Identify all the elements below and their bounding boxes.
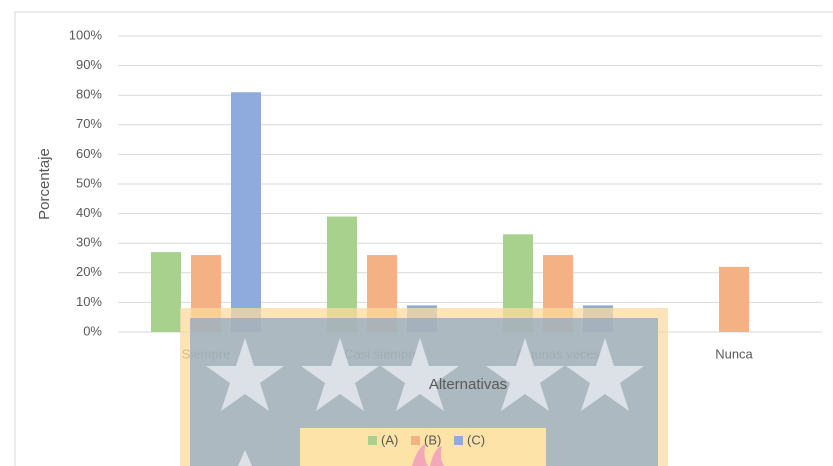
overlay-flame xyxy=(412,444,444,466)
overlay-stars xyxy=(206,338,644,466)
legend: (A) (B) (C) xyxy=(368,432,485,447)
y-tick-label: 60% xyxy=(76,146,102,161)
star xyxy=(486,338,564,411)
y-tick-label: 90% xyxy=(76,57,102,72)
legend-swatch xyxy=(368,436,377,445)
star xyxy=(238,450,252,466)
y-tick-label: 10% xyxy=(76,294,102,309)
bar xyxy=(719,266,749,332)
star xyxy=(206,338,284,411)
legend-label: (C) xyxy=(467,432,485,447)
legend-swatch xyxy=(454,436,463,445)
star xyxy=(566,338,644,411)
legend-swatch xyxy=(411,436,420,445)
y-tick-label: 30% xyxy=(76,235,102,250)
legend-label: (B) xyxy=(424,432,441,447)
y-tick-label: 100% xyxy=(69,27,103,42)
y-tick-label: 0% xyxy=(83,323,102,338)
bar xyxy=(151,252,181,332)
star xyxy=(301,338,379,411)
bar xyxy=(231,92,261,333)
legend-label: (A) xyxy=(381,432,398,447)
y-tick-label: 40% xyxy=(76,205,102,220)
x-tick-label: Nunca xyxy=(715,346,753,361)
y-tick-label: 20% xyxy=(76,264,102,279)
star xyxy=(381,338,459,411)
y-tick-label: 70% xyxy=(76,116,102,131)
y-axis-title: Porcentaje xyxy=(36,148,53,220)
watermark-overlay xyxy=(180,308,668,466)
y-tick-label: 50% xyxy=(76,175,102,190)
x-axis-title: Alternativas xyxy=(429,376,507,393)
y-tick-label: 80% xyxy=(76,87,102,102)
chart-border xyxy=(14,11,833,466)
